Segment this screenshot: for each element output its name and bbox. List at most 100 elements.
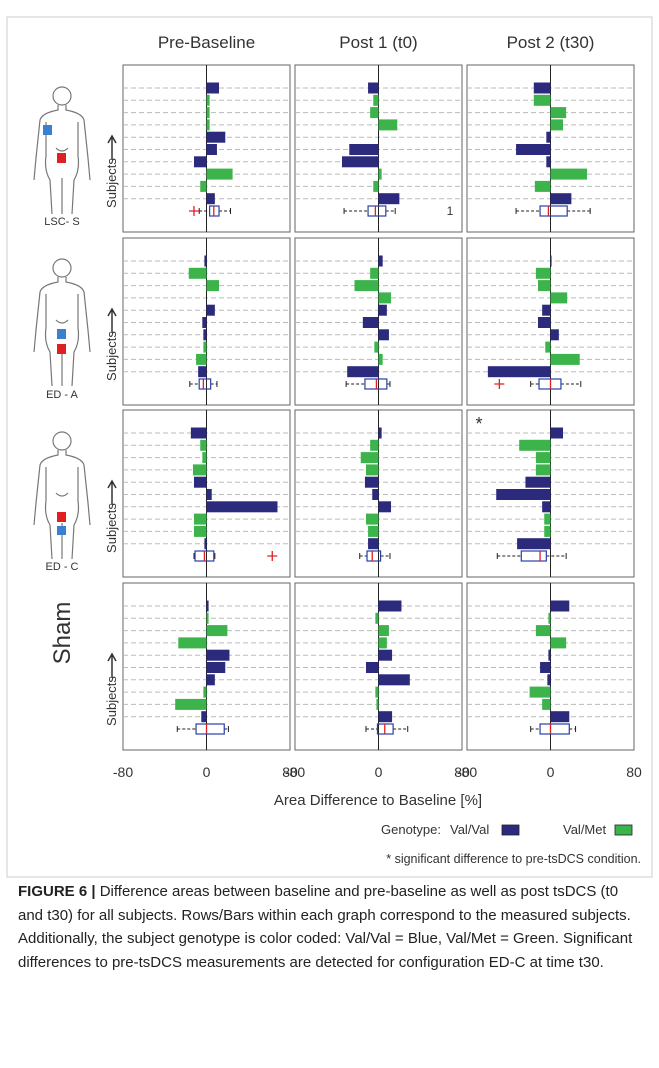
bar [378,625,389,637]
bar [206,674,215,686]
row-label: LSC- S [44,216,79,228]
row-label: ED - A [46,389,78,401]
bar [542,304,551,316]
caption-label: FIGURE 6 | [18,883,96,900]
bar [542,698,551,710]
figure-frame [6,16,653,878]
bar [378,168,382,180]
bar [376,698,379,710]
bar [206,82,220,94]
bar [378,674,410,686]
legend-label: Val/Val [450,822,489,837]
bar [544,513,551,525]
bar [203,341,207,353]
bar [206,304,215,316]
bar [550,711,570,723]
bar [203,329,207,341]
bar [533,82,551,94]
legend-title: Genotype: [381,822,441,837]
bar [188,267,207,279]
bar [368,82,379,94]
footnote: * significant difference to pre-tsDCS co… [386,852,641,866]
bar [175,698,207,710]
bar [535,452,551,464]
bar [517,538,551,550]
bar [546,156,551,168]
column-title: Post 2 (t30) [507,33,595,52]
bar [375,612,379,624]
bar [378,292,392,304]
bar [533,94,551,106]
bar [206,168,233,180]
x-tick-label: 0 [203,764,211,780]
bar [365,662,379,673]
bar [365,464,379,476]
bar [204,255,207,267]
bar [347,366,379,378]
bar [550,600,570,612]
bar [370,107,379,119]
bar [373,94,379,106]
bar [378,711,393,723]
bar [206,131,226,143]
y-arrow [107,652,117,678]
bar [529,686,551,698]
bar [370,439,379,451]
bar [550,168,588,180]
bar [550,353,580,365]
bar [204,538,207,550]
bar [550,292,568,304]
bar [378,501,392,513]
y-axis-label: Subjects [104,503,119,553]
box [366,550,382,562]
annotation: * [475,414,482,434]
caption: FIGURE 6 | Difference areas between base… [18,880,643,974]
bar [373,180,379,192]
bar [206,280,220,292]
legend-swatch [501,824,520,836]
bar [354,280,379,292]
bar [203,686,207,698]
bar [206,612,209,624]
bar [544,525,551,537]
bar [206,662,226,673]
x-axis-label: Area Difference to Baseline [%] [274,792,482,809]
bar [206,107,210,119]
bar [540,662,551,673]
bar [550,107,567,119]
bar [548,649,551,661]
bar [193,476,207,488]
bar [542,501,551,513]
bar [362,317,379,328]
bar [550,119,564,131]
bar [206,144,217,155]
bar [547,674,551,686]
bar [519,439,551,451]
bar [193,156,207,168]
y-axis-label: Subjects [104,676,119,726]
bar [487,366,551,378]
x-tick-label: 0 [547,764,555,780]
y-arrow [107,134,117,160]
bar [200,439,207,451]
bar [206,501,278,513]
bar [364,476,379,488]
bar [550,637,567,649]
bar [378,649,393,661]
legend-label: Val/Met [563,822,606,837]
bar [378,600,402,612]
annotation: 1 [447,204,454,218]
bar [378,119,398,131]
figure: Pre-Baseline Post 1 (t0) Post 2 (t30) 1 LSC-… [6,16,653,878]
x-tick-label: 0 [375,764,383,780]
bar [378,329,389,341]
bar [378,255,383,267]
column-title: Pre-Baseline [158,33,255,52]
y-arrow [107,307,117,333]
bar [378,193,400,205]
bar [535,625,551,637]
bar [206,193,215,205]
box [520,550,547,562]
bar [378,637,387,649]
